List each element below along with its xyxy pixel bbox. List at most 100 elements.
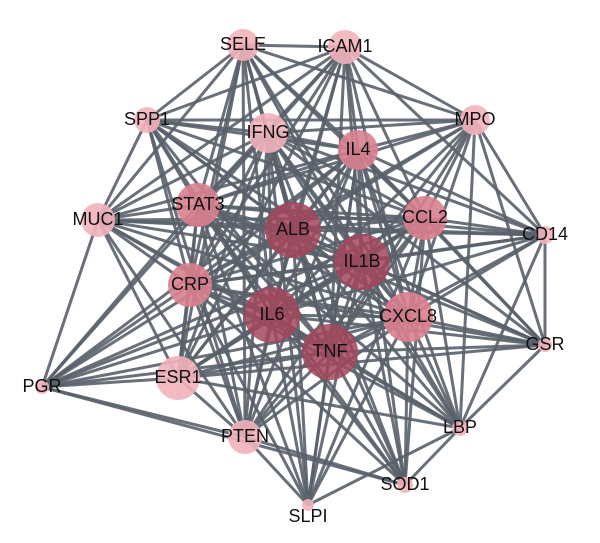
edge [146,118,363,264]
edge [242,43,346,49]
node-label: SELE [220,34,266,54]
edge [329,343,546,354]
edge [357,148,546,237]
node [397,477,413,493]
node [338,130,378,170]
edge [356,149,407,486]
node-label: MPO [454,109,495,129]
edge [177,343,546,380]
node [81,203,115,237]
edge [403,217,427,486]
node-label: CXCL8 [379,306,437,326]
edge [97,131,269,222]
edge [270,314,310,506]
edge [146,43,244,122]
edge [291,229,462,429]
edge [244,435,406,487]
edge [458,119,477,429]
edge [357,118,476,152]
edge [189,260,363,287]
edge [97,218,546,237]
node [35,380,49,394]
node-label: PGR [22,376,61,396]
edge [177,315,409,380]
edges [40,43,547,507]
edge [41,260,363,389]
node [227,29,259,61]
edge [146,45,346,122]
edge [176,132,270,379]
edge [196,203,332,354]
node-label: IFNG [247,122,290,142]
node [156,356,200,400]
node [302,499,314,511]
node-label: IL6 [259,304,284,324]
node [302,324,358,380]
node-label: SOD1 [380,474,429,494]
node [383,292,433,342]
node [460,105,490,135]
node-label: TNF [313,341,348,361]
edge [473,119,547,236]
edge [41,385,406,487]
node [452,420,468,436]
edge [196,204,407,486]
edge [41,376,179,389]
edge [176,46,347,379]
edge [197,203,461,430]
node-label: ALB [276,219,310,239]
edge [97,148,359,222]
labels: SELE ICAM1 SPP1 IFNG IL4 MPO STAT3 CCL2 MUC1 CD14… [22,34,568,526]
node [403,196,447,240]
edge [96,119,149,221]
edge [307,426,461,507]
edge [197,203,546,237]
edge [403,426,462,487]
node [244,287,300,343]
edge [423,216,547,347]
edge [196,44,245,206]
edge [96,219,180,379]
node-label: CD14 [522,224,568,244]
node [334,234,390,290]
edge [41,228,294,389]
edge [407,233,546,319]
edge [271,233,546,317]
node [134,107,160,133]
node-label: LBP [443,417,477,437]
node [328,30,362,64]
edge [343,46,427,219]
node [536,226,554,244]
edge [458,234,547,429]
edge [306,261,364,506]
edge [97,45,346,222]
edge [242,43,476,122]
edge [177,376,461,430]
edge [458,343,547,430]
edge [188,283,407,487]
node-label: SPP1 [124,109,170,129]
node-label: PTEN [221,426,269,446]
node [168,263,212,307]
edge [241,44,247,438]
node [538,338,552,352]
node-label: STAT3 [171,194,224,214]
edge [360,261,407,486]
edge [243,149,360,438]
node-label: MUC1 [72,209,123,229]
node [176,183,220,227]
node-label: CCL2 [402,207,448,227]
node [248,113,288,153]
node-label: CRP [171,274,209,294]
node [265,202,321,258]
node-label: GSR [525,334,564,354]
node-label: ICAM1 [317,36,372,56]
edge [40,132,270,388]
edge [423,217,462,429]
edge [343,45,547,237]
edge [343,46,410,318]
edge [40,219,100,388]
node-label: IL4 [345,139,370,159]
node-label: IL1B [343,251,380,271]
